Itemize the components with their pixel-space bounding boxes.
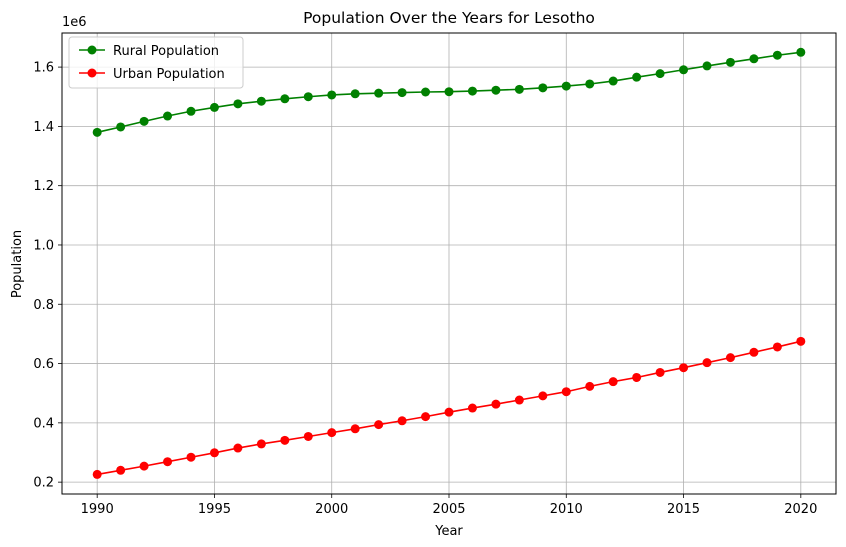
rural-population-point	[233, 99, 243, 109]
rural-population-point	[538, 83, 548, 93]
chart-title: Population Over the Years for Lesotho	[303, 9, 595, 27]
urban-population-point	[256, 439, 266, 449]
rural-population-point	[256, 96, 266, 106]
urban-population-point	[702, 358, 712, 368]
ticks: 1990 1995 2000 2005 2010 2015 2020 0.2 0.4 0.6 0.8…	[33, 61, 817, 517]
urban-population-point	[679, 363, 689, 373]
urban-population-point	[491, 399, 501, 409]
rural-population-point	[655, 69, 665, 79]
urban-population-point	[421, 412, 431, 422]
rural-population-point	[796, 47, 806, 57]
rural-population-point	[561, 81, 571, 91]
rural-population-point	[116, 122, 126, 132]
legend: Rural Population Urban Population	[68, 36, 244, 89]
legend-urban-label: Urban Population	[113, 67, 225, 82]
x-tick-label: 2005	[432, 502, 465, 517]
rural-population-point	[139, 116, 149, 126]
rural-population-point	[514, 84, 524, 94]
y-tick-label: 1.0	[33, 238, 54, 253]
x-tick-label: 2000	[315, 502, 348, 517]
y-tick-label: 1.6	[33, 61, 54, 76]
urban-population-point	[632, 372, 642, 382]
rural-population-point	[280, 94, 290, 104]
urban-population-point	[585, 381, 595, 391]
urban-population-point	[725, 353, 735, 363]
series-layer	[92, 47, 806, 479]
urban-population-point	[772, 342, 782, 352]
y-tick-label: 1.2	[33, 179, 54, 194]
y-tick-label: 1.4	[33, 120, 54, 135]
urban-population-point	[186, 452, 196, 462]
urban-population-point	[796, 336, 806, 346]
urban-population-point	[303, 431, 313, 441]
urban-population-point	[163, 457, 173, 467]
rural-population-point	[772, 50, 782, 60]
legend-rural-marker	[87, 45, 97, 55]
urban-population-point	[350, 424, 360, 434]
legend-rural-label: Rural Population	[113, 44, 219, 59]
rural-population-point	[421, 87, 431, 97]
rural-population-point	[303, 92, 313, 102]
urban-population-point	[397, 416, 407, 426]
x-tick-label: 2015	[667, 502, 700, 517]
rural-population-point	[725, 57, 735, 67]
urban-population-point	[444, 407, 454, 417]
x-tick-label: 2020	[784, 502, 817, 517]
urban-population-point	[514, 395, 524, 405]
y-offset-label: 1e6	[62, 15, 87, 30]
y-axis-title: Population	[10, 230, 25, 298]
y-tick-label: 0.6	[33, 357, 54, 372]
urban-population-point	[116, 465, 126, 475]
rural-population-point	[679, 65, 689, 75]
rural-population-point	[186, 106, 196, 116]
x-axis-title: Year	[434, 524, 463, 539]
legend-box	[68, 36, 244, 89]
urban-population-point	[561, 387, 571, 397]
urban-population-point	[139, 461, 149, 471]
urban-population-point	[538, 391, 548, 401]
rural-population-point	[163, 111, 173, 121]
rural-population-point	[444, 87, 454, 97]
rural-population-point	[749, 54, 759, 64]
rural-population-point	[608, 76, 618, 86]
x-tick-label: 2010	[550, 502, 583, 517]
urban-population-point	[749, 347, 759, 357]
rural-population-point	[327, 90, 337, 100]
rural-population-point	[92, 127, 102, 137]
rural-population-point	[467, 86, 477, 96]
y-tick-label: 0.8	[33, 298, 54, 313]
rural-population-point	[632, 72, 642, 82]
rural-population-point	[350, 89, 360, 99]
urban-population-point	[374, 420, 384, 430]
urban-population-point	[655, 367, 665, 377]
urban-population-point	[209, 448, 219, 458]
rural-population-point	[491, 85, 501, 95]
rural-population-point	[585, 79, 595, 89]
urban-population-point	[327, 428, 337, 438]
urban-population-point	[608, 377, 618, 387]
urban-population-point	[280, 435, 290, 445]
rural-population-point	[397, 88, 407, 98]
y-tick-label: 0.4	[33, 416, 54, 431]
urban-population-point	[233, 443, 243, 453]
rural-population-point	[702, 61, 712, 71]
legend-urban-marker	[87, 68, 97, 78]
x-tick-label: 1995	[198, 502, 231, 517]
y-tick-label: 0.2	[33, 476, 54, 491]
urban-population-point	[92, 469, 102, 479]
rural-population-point	[374, 88, 384, 98]
x-tick-label: 1990	[81, 502, 114, 517]
urban-population-point	[467, 403, 477, 413]
rural-population-point	[209, 102, 219, 112]
